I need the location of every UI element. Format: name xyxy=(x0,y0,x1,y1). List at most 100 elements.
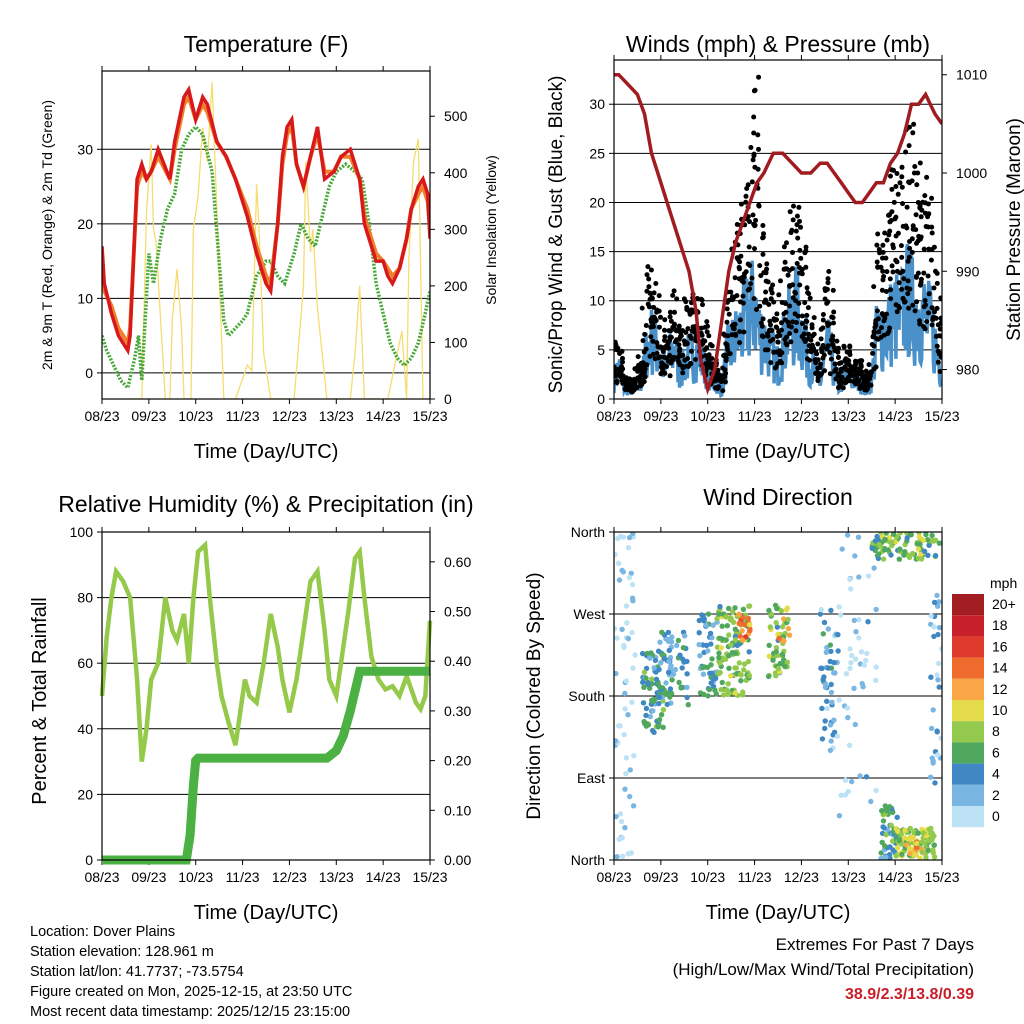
direction-point xyxy=(716,654,722,661)
direction-point xyxy=(827,722,834,728)
direction-point xyxy=(740,606,747,612)
direction-point xyxy=(932,780,938,786)
direction-point xyxy=(632,652,638,658)
gust-point xyxy=(902,299,907,305)
gust-point xyxy=(781,244,787,250)
direction-point xyxy=(708,641,714,647)
direction-point xyxy=(739,628,745,634)
temperature-plot-area xyxy=(102,82,430,399)
direction-point xyxy=(825,665,831,671)
humidity-line xyxy=(99,540,433,762)
direction-point xyxy=(716,671,722,677)
gust-point xyxy=(917,160,923,166)
gust-point xyxy=(738,253,744,259)
direction-xtick-label: 11/23 xyxy=(738,869,772,885)
gust-point xyxy=(684,363,690,369)
direction-point xyxy=(896,837,903,843)
direction-point xyxy=(917,855,923,860)
direction-point xyxy=(876,551,882,557)
direction-point xyxy=(849,778,855,785)
direction-point xyxy=(709,670,715,676)
gust-point xyxy=(643,323,649,328)
winds-ytick-label: 10 xyxy=(589,293,605,309)
gust-point xyxy=(802,250,808,256)
gust-point xyxy=(926,246,932,252)
direction-xtick-label: 13/23 xyxy=(831,869,866,885)
gust-point xyxy=(737,340,743,346)
direction-ytick-label: East xyxy=(577,770,605,786)
gust-point xyxy=(786,323,792,329)
direction-point xyxy=(930,537,936,544)
direction-point xyxy=(659,629,665,635)
gust-point xyxy=(649,319,654,325)
direction-point xyxy=(628,850,635,856)
gust-point xyxy=(830,333,836,339)
gust-point xyxy=(885,331,891,337)
direction-point xyxy=(876,542,882,548)
direction-point xyxy=(935,660,942,667)
direction-point xyxy=(783,607,790,613)
gust-point xyxy=(803,318,809,324)
direction-point xyxy=(677,652,683,658)
gust-point xyxy=(721,353,727,359)
gust-point xyxy=(893,214,899,220)
gust-point xyxy=(655,344,661,350)
gust-point xyxy=(828,356,834,362)
gust-point xyxy=(926,291,932,297)
rh-ytick-right-label: 0.20 xyxy=(444,753,471,769)
gust-point xyxy=(799,271,805,277)
gust-point xyxy=(793,228,799,234)
gust-point xyxy=(897,270,903,276)
direction-point xyxy=(719,623,725,629)
direction-xtick-label: 15/23 xyxy=(924,869,959,885)
rh-plot-area xyxy=(99,540,433,865)
gust-point xyxy=(912,164,918,169)
direction-point xyxy=(614,635,620,641)
direction-point xyxy=(847,646,853,652)
gust-point xyxy=(807,295,813,301)
direction-point xyxy=(906,845,913,851)
chart-winds: Winds (mph) & Pressure (mb) 0 5 10 15 20 25 30 9… xyxy=(546,31,1024,463)
winds-frame xyxy=(613,59,943,400)
direction-point xyxy=(766,607,772,614)
gust-point xyxy=(752,246,757,252)
direction-point xyxy=(931,842,937,848)
gust-point xyxy=(917,318,922,324)
direction-point xyxy=(877,532,884,535)
direction-point xyxy=(907,825,913,832)
direction-plot-area xyxy=(614,532,942,860)
gust-point xyxy=(740,293,746,299)
direction-point xyxy=(626,534,633,541)
direction-point xyxy=(737,671,744,678)
direction-point xyxy=(666,647,672,654)
direction-point xyxy=(906,836,913,843)
winds-xtick-label: 15/23 xyxy=(924,408,959,424)
direction-point xyxy=(614,813,619,820)
colorbar-swatch xyxy=(952,721,984,743)
gust-point xyxy=(825,276,831,282)
gust-point xyxy=(825,280,831,286)
gust-point xyxy=(866,381,871,387)
gust-point xyxy=(830,315,836,321)
direction-point xyxy=(627,767,633,773)
gust-point xyxy=(777,352,783,358)
direction-point xyxy=(641,684,647,690)
gust-point xyxy=(640,338,646,344)
gust-point xyxy=(797,282,803,288)
gust-point xyxy=(756,146,761,152)
gust-point xyxy=(858,358,864,364)
direction-point xyxy=(655,648,662,654)
direction-point xyxy=(873,677,879,684)
gust-point xyxy=(790,319,796,325)
direction-point xyxy=(847,576,853,582)
direction-point xyxy=(890,847,896,853)
gust-point xyxy=(698,296,704,302)
temperature-ylabel-right: Solar Insolation (Yellow) xyxy=(483,155,499,305)
colorbar-label: 8 xyxy=(992,723,1000,739)
gust-point xyxy=(688,348,694,354)
gust-point xyxy=(680,370,686,376)
colorbar-label: 12 xyxy=(992,681,1008,697)
direction-point xyxy=(879,839,885,845)
gust-point xyxy=(751,130,757,136)
gust-point xyxy=(820,312,826,317)
